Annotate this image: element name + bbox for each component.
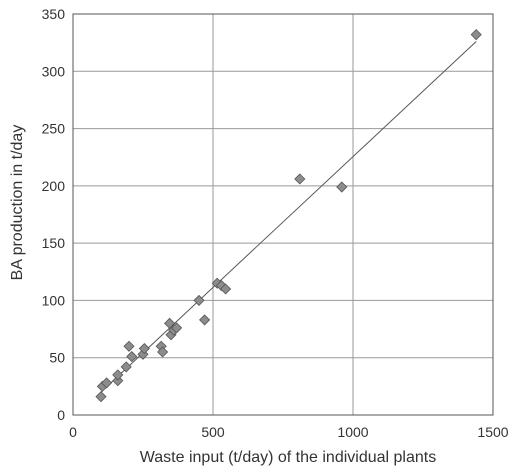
data-points: [95, 29, 482, 403]
x-tick-label: 500: [201, 424, 225, 440]
x-tick-label: 1000: [337, 424, 368, 440]
data-point: [171, 322, 183, 334]
y-tick-label: 150: [42, 235, 66, 251]
y-tick-label: 0: [57, 407, 65, 423]
data-point: [112, 369, 124, 381]
data-point: [157, 346, 169, 358]
y-tick-label: 50: [49, 350, 65, 366]
data-point: [123, 340, 135, 352]
y-tick-label: 300: [42, 63, 66, 79]
y-tick-label: 250: [42, 121, 66, 137]
data-point: [138, 342, 150, 355]
y-tick-label: 350: [42, 6, 66, 22]
data-point: [101, 377, 113, 389]
plot-frame: [72, 13, 494, 416]
y-tick-label: 200: [42, 178, 66, 194]
data-point: [120, 361, 132, 373]
trendline: [100, 41, 477, 393]
data-point: [199, 314, 211, 326]
x-tick-label: 1500: [477, 424, 508, 440]
data-point: [193, 294, 205, 306]
data-point: [220, 283, 232, 295]
data-point: [112, 375, 124, 387]
x-tick-labels: 0 500 1000 1500: [69, 424, 509, 440]
y-tick-labels: 0 50 100 150 200 250 300 350: [42, 6, 66, 423]
y-axis-title: BA production in t/day: [9, 125, 26, 281]
data-point: [470, 29, 482, 41]
data-point: [294, 173, 306, 185]
y-tick-label: 100: [42, 292, 66, 308]
data-point: [164, 317, 176, 329]
x-tick-label: 0: [69, 424, 77, 440]
x-axis-title: Waste input (t/day) of the individual pl…: [140, 449, 436, 466]
trendline-group: [100, 41, 477, 393]
data-point: [95, 391, 107, 403]
data-point: [126, 351, 138, 363]
grid: [73, 14, 493, 415]
data-point: [336, 181, 348, 193]
